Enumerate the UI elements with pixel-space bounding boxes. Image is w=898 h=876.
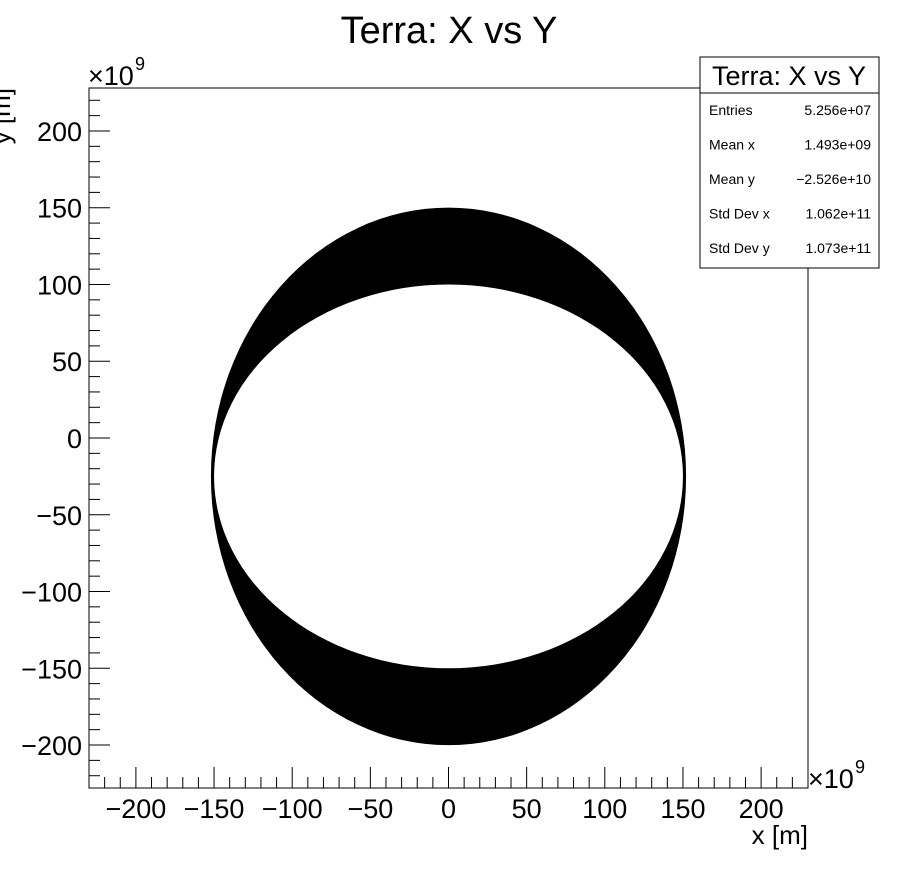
y-tick-label: 200	[37, 117, 82, 147]
stats-row-label: Mean y	[709, 171, 755, 187]
stats-row-label: Std Dev y	[709, 240, 770, 256]
stats-row-label: Entries	[709, 102, 753, 118]
y-axis-exponent: ×10 9	[88, 54, 145, 91]
y-axis-tick-labels: −200 −150 −100 −50 0 50 100 150 200	[21, 117, 82, 761]
x-axis-ticks	[104, 767, 793, 788]
x-tick-label: 0	[441, 794, 456, 824]
x-tick-label: 200	[739, 794, 784, 824]
stats-row-label: Std Dev x	[709, 206, 770, 222]
x-tick-label: −200	[105, 794, 166, 824]
x-exponent-power: 9	[855, 757, 865, 777]
stats-rows: Entries 5.256e+07 Mean x 1.493e+09 Mean y −2.…	[709, 102, 871, 256]
orbit-point-band	[210, 207, 687, 746]
x-exponent-base: ×10	[808, 764, 854, 794]
y-tick-label: 50	[52, 347, 82, 377]
y-tick-label: −150	[21, 654, 82, 684]
y-axis-ticks	[89, 99, 110, 777]
y-tick-label: −200	[21, 731, 82, 761]
y-tick-label: 100	[37, 270, 82, 300]
x-tick-label: −150	[184, 794, 245, 824]
x-axis-exponent: ×10 9	[808, 757, 865, 794]
x-axis-tick-labels: −200 −150 −100 −50 0 50 100 150 200	[105, 794, 783, 824]
stats-row-label: Mean x	[709, 137, 755, 153]
y-exponent-power: 9	[135, 54, 145, 74]
x-tick-label: −50	[347, 794, 393, 824]
x-tick-label: 100	[582, 794, 627, 824]
y-tick-label: −50	[36, 501, 82, 531]
stats-row-value: 1.062e+11	[805, 206, 871, 222]
stats-row-value: 1.073e+11	[805, 240, 871, 256]
stats-box-frame	[699, 56, 880, 269]
chart-title: Terra: X vs Y	[341, 10, 558, 52]
orbit-band-fill	[210, 207, 687, 746]
stats-row-value: −2.526e+10	[796, 171, 871, 187]
y-axis-label: y [m]	[0, 88, 16, 144]
y-exponent-base: ×10	[88, 61, 134, 91]
y-tick-label: −100	[21, 578, 82, 608]
y-tick-label: 0	[67, 424, 82, 454]
x-tick-label: −100	[262, 794, 323, 824]
stats-box: Terra: X vs Y Entries 5.256e+07 Mean x 1.49…	[699, 56, 880, 269]
stats-row-value: 5.256e+07	[804, 102, 871, 118]
x-tick-label: 150	[660, 794, 705, 824]
stats-box-title: Terra: X vs Y	[712, 61, 866, 91]
y-tick-label: 150	[37, 194, 82, 224]
x-axis-label: x [m]	[752, 820, 808, 850]
x-tick-label: 50	[512, 794, 542, 824]
stats-row-value: 1.493e+09	[804, 137, 871, 153]
